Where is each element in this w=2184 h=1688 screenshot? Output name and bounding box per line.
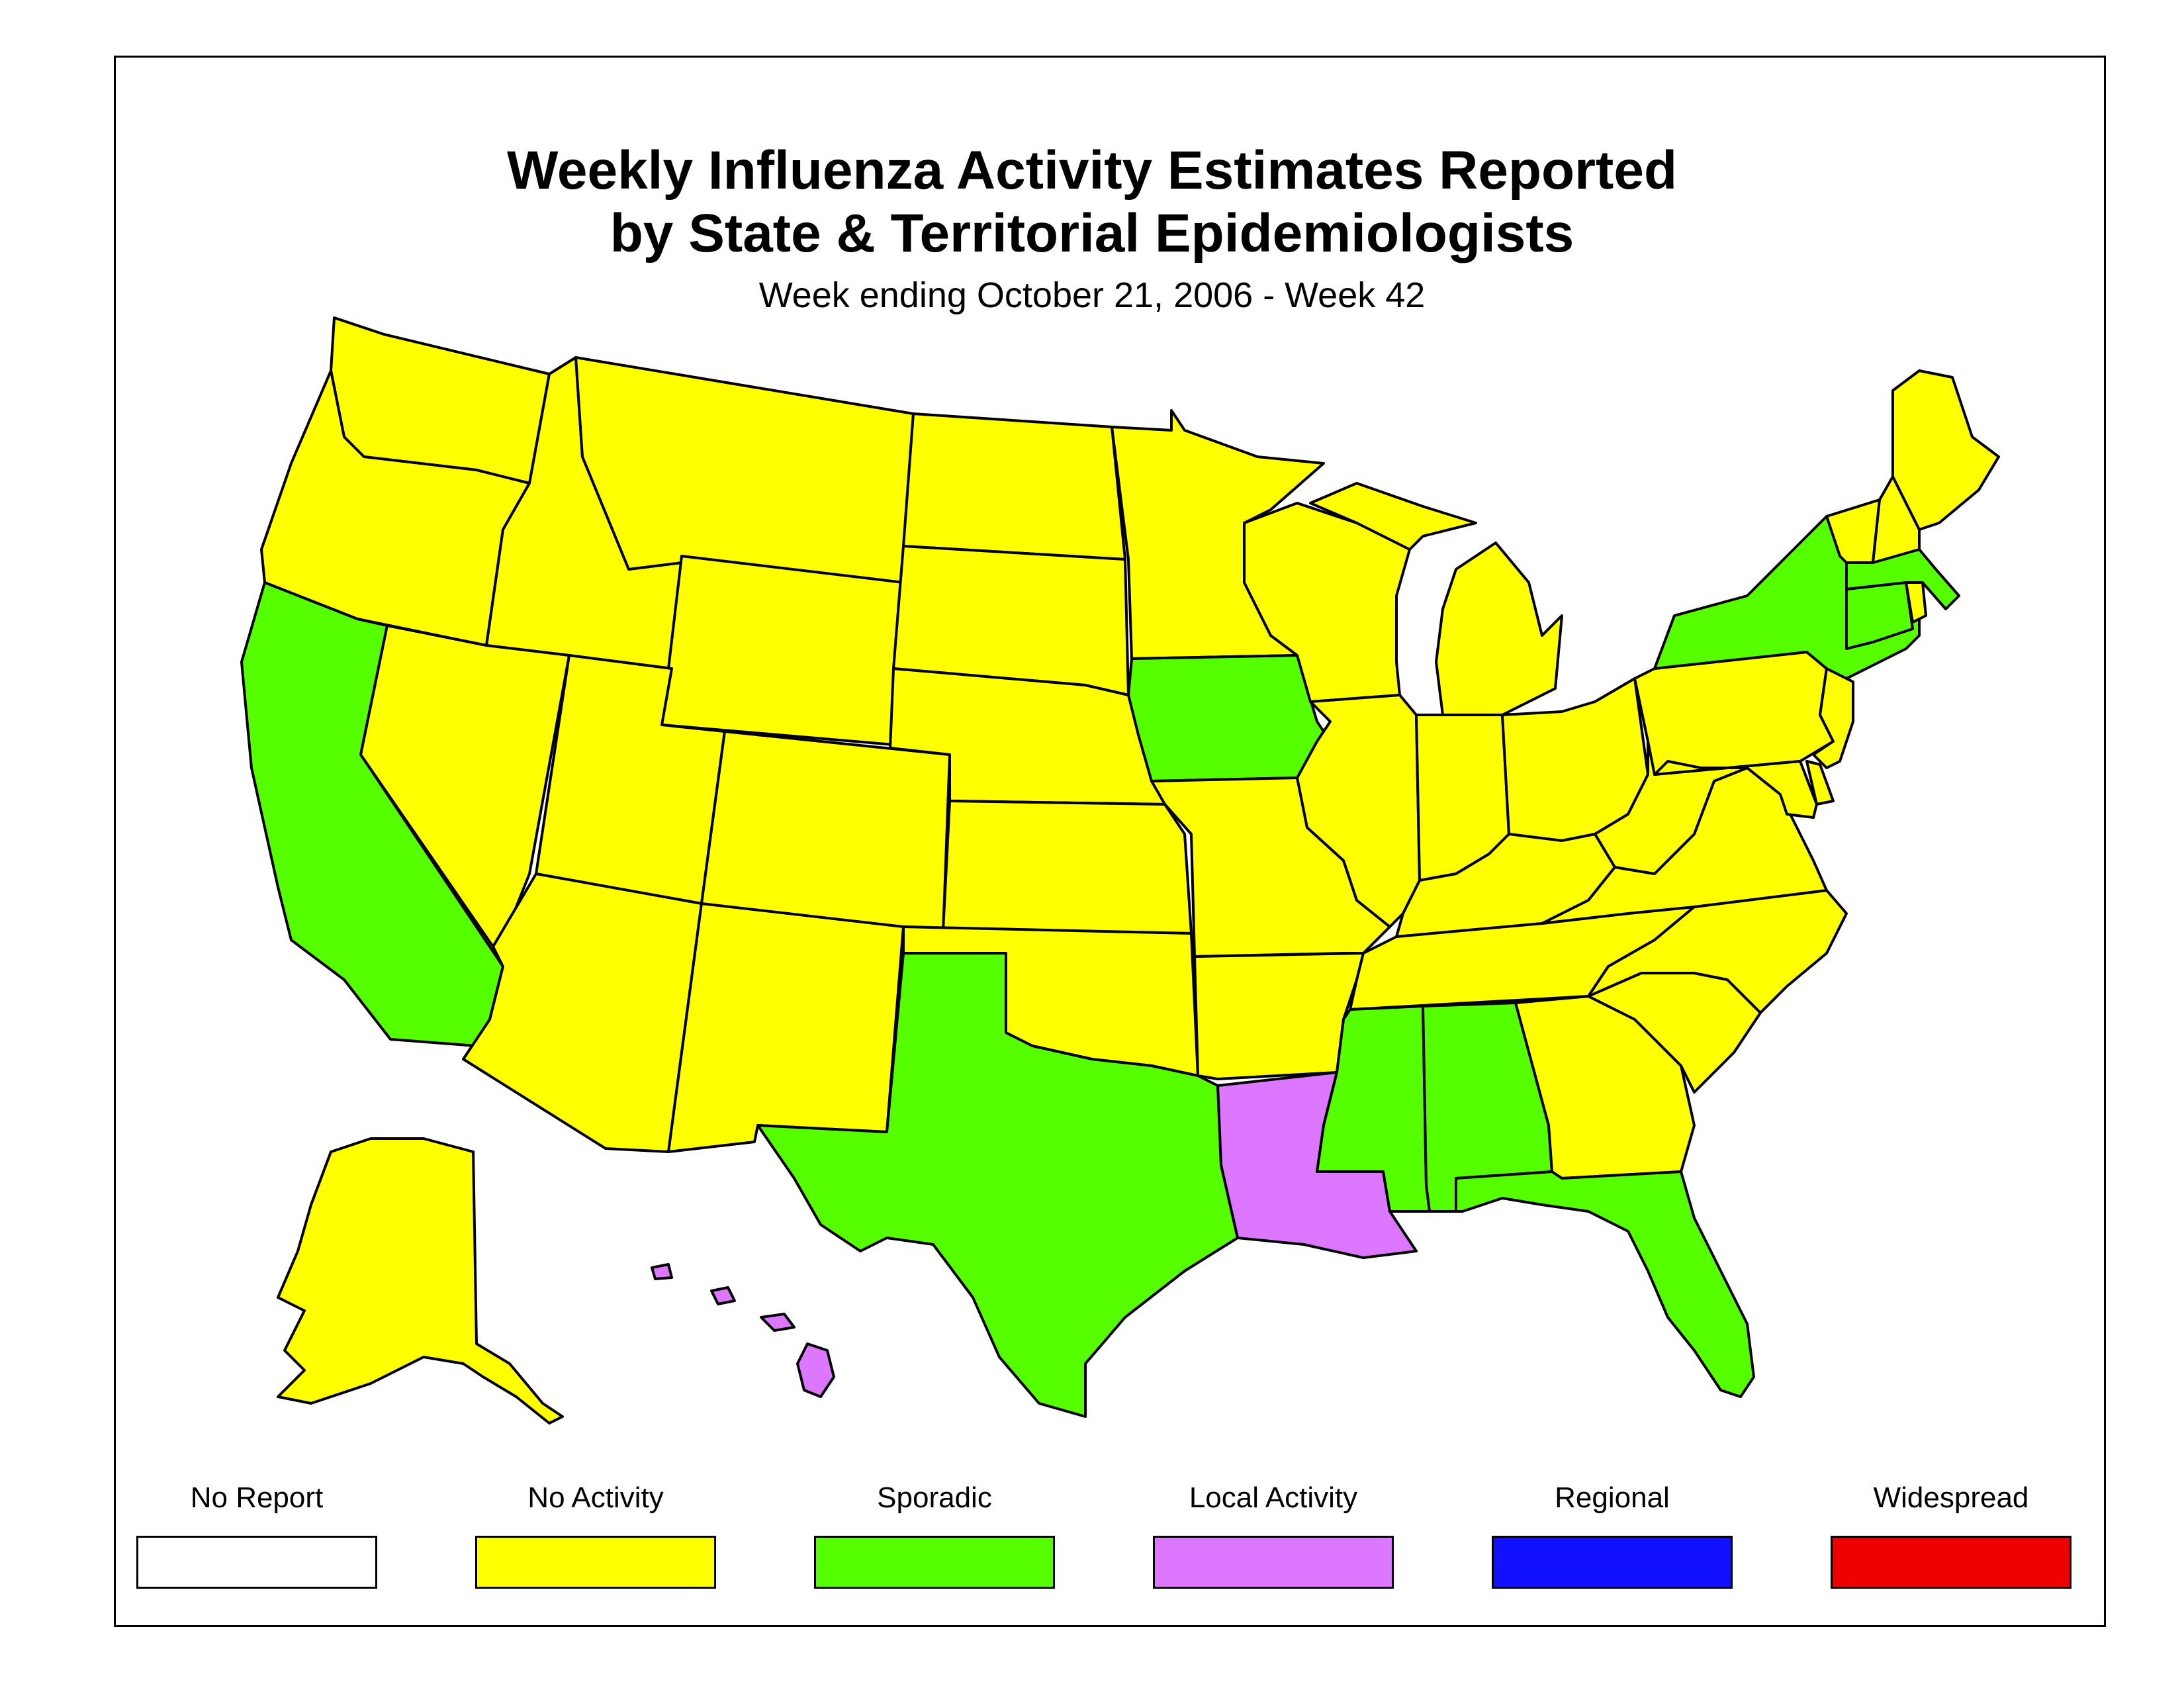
state-NJ <box>1812 667 1854 769</box>
map-subtitle: Week ending October 21, 2006 - Week 42 <box>758 275 1426 315</box>
legend-label-sporadic: Sporadic <box>877 1481 992 1514</box>
state-ND <box>902 412 1126 561</box>
legend-label-no-activity: No Activity <box>527 1481 664 1514</box>
state-HI-oahu <box>710 1286 736 1305</box>
state-DE <box>1805 760 1835 806</box>
state-WY <box>660 555 905 746</box>
state-MT <box>574 356 915 584</box>
map-title-line-2: by State & Territorial Epidemiologists <box>610 203 1574 263</box>
legend-swatch-widespread <box>1831 1536 2071 1589</box>
legend-label-no-report: No Report <box>190 1481 324 1514</box>
state-VT <box>1825 498 1881 564</box>
state-CO <box>700 730 951 935</box>
state-IA <box>1127 654 1332 782</box>
legend-swatch-no-activity <box>475 1536 716 1589</box>
state-MI <box>1309 482 1563 716</box>
state-MD <box>1653 760 1818 819</box>
state-MA <box>1845 548 1960 610</box>
state-HI <box>796 1342 835 1398</box>
legend-label-widespread: Widespread <box>1873 1481 2029 1514</box>
state-FL <box>1455 1170 1755 1398</box>
state-NH <box>1872 475 1921 564</box>
legend-label-regional: Regional <box>1555 1481 1670 1514</box>
legend-swatch-no-report <box>136 1536 377 1589</box>
state-AK <box>277 1137 564 1425</box>
legend-swatch-local-activity <box>1153 1536 1394 1589</box>
state-NM <box>667 902 905 1153</box>
state-KS <box>942 800 1193 935</box>
state-TX <box>756 952 1239 1418</box>
state-HI-maui <box>760 1313 796 1332</box>
legend-swatch-sporadic <box>814 1536 1055 1589</box>
state-ME <box>1891 369 2000 531</box>
state-HI-kauai <box>651 1263 673 1280</box>
legend-label-local-activity: Local Activity <box>1189 1481 1358 1514</box>
state-PA <box>1633 651 1835 776</box>
legend-swatch-regional <box>1492 1536 1733 1589</box>
map-title-line-1: Weekly Influenza Activity Estimates Repo… <box>506 140 1678 201</box>
